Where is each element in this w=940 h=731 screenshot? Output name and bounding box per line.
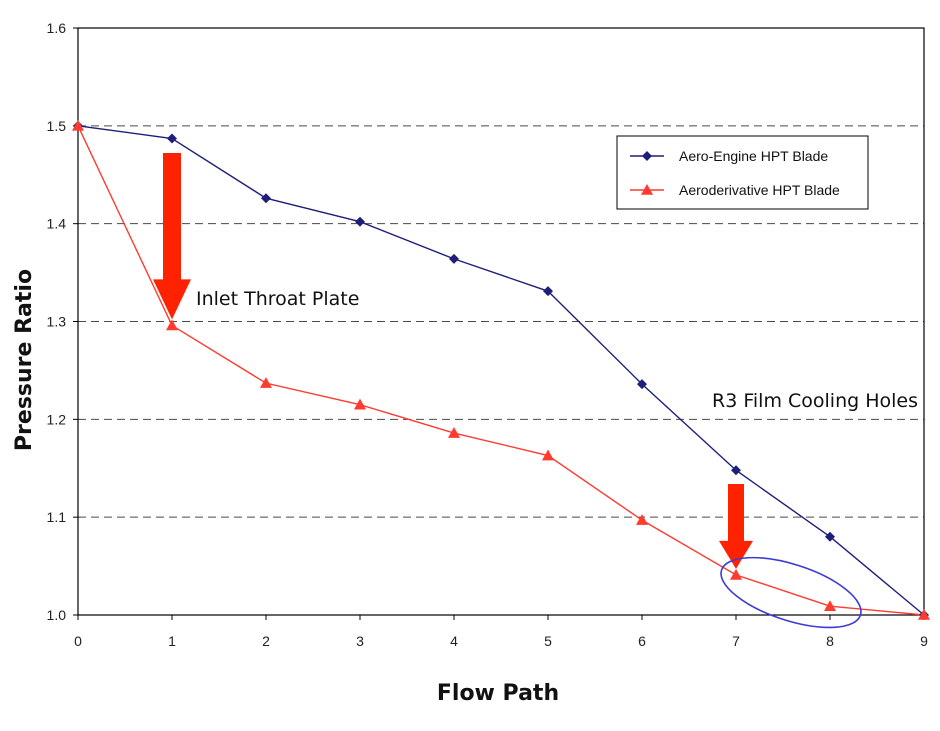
annotation-arrow-inlet-throat-plate bbox=[153, 153, 191, 320]
data-point-0-2 bbox=[261, 193, 271, 204]
annotation-arrow-r3-film-cooling-holes bbox=[719, 484, 753, 569]
series-line-0 bbox=[77, 125, 925, 616]
x-tick-label: 3 bbox=[356, 633, 364, 649]
annotation-r3-film-cooling-holes-text: R3 Film Cooling Holes bbox=[712, 390, 918, 412]
legend-box bbox=[616, 135, 869, 210]
annotation-ellipse-r3-film-cooling-holes bbox=[720, 556, 862, 629]
y-tick-label: 1.6 bbox=[47, 20, 67, 36]
y-tick-label: 1.2 bbox=[47, 411, 67, 427]
data-point-1-0 bbox=[72, 119, 84, 131]
x-axis-title: Flow Path bbox=[437, 681, 559, 706]
legend-symbol-aeroderivative bbox=[630, 184, 664, 195]
x-tick-label: 8 bbox=[826, 633, 834, 649]
x-tick-labels: 0 1 2 3 4 5 6 7 8 9 bbox=[74, 615, 928, 649]
data-point-1-3 bbox=[354, 398, 366, 410]
data-point-0-8 bbox=[825, 531, 835, 542]
data-point-0-7 bbox=[731, 465, 741, 476]
series-line-1 bbox=[77, 125, 925, 616]
grid-lines bbox=[78, 125, 924, 518]
data-point-1-2 bbox=[260, 377, 272, 388]
legend: Aero-Engine HPT Blade Aeroderivative HPT… bbox=[616, 135, 869, 210]
x-tick-label: 1 bbox=[168, 633, 176, 649]
x-tick-label: 5 bbox=[544, 633, 552, 649]
annotations: Inlet Throat Plate R3 Film Cooling Holes bbox=[153, 153, 918, 629]
legend-symbol-aero-engine bbox=[630, 151, 664, 161]
x-tick-label: 2 bbox=[262, 633, 270, 649]
data-point-0-6 bbox=[637, 379, 647, 390]
y-tick-label: 1.3 bbox=[47, 314, 67, 330]
series-lines bbox=[77, 125, 925, 616]
data-point-1-1 bbox=[166, 319, 178, 331]
x-tick-label: 4 bbox=[450, 633, 458, 649]
data-point-1-4 bbox=[448, 427, 460, 438]
y-tick-label: 1.0 bbox=[47, 607, 67, 623]
legend-label-aeroderivative: Aeroderivative HPT Blade bbox=[679, 182, 840, 198]
data-point-0-5 bbox=[543, 286, 553, 297]
annotation-inlet-throat-plate-text: Inlet Throat Plate bbox=[196, 288, 359, 310]
series-markers bbox=[72, 119, 930, 620]
y-tick-label: 1.5 bbox=[47, 118, 67, 134]
legend-marker-aero-engine bbox=[642, 151, 652, 161]
legend-marker-aeroderivative bbox=[641, 184, 653, 195]
y-tick-labels: 1.0 1.1 1.2 1.3 1.4 1.5 1.6 bbox=[47, 20, 78, 623]
data-point-0-3 bbox=[355, 216, 365, 227]
x-tick-label: 6 bbox=[638, 633, 646, 649]
y-axis-title: Pressure Ratio bbox=[12, 269, 37, 451]
data-point-0-4 bbox=[449, 253, 459, 264]
x-tick-label: 0 bbox=[74, 633, 82, 649]
y-tick-label: 1.4 bbox=[47, 216, 67, 232]
data-point-1-5 bbox=[542, 449, 554, 461]
x-tick-label: 7 bbox=[732, 633, 740, 649]
data-point-1-8 bbox=[824, 600, 836, 611]
y-tick-label: 1.1 bbox=[47, 509, 67, 525]
x-tick-label: 9 bbox=[920, 633, 928, 649]
data-point-1-7 bbox=[730, 568, 742, 580]
data-point-1-6 bbox=[636, 514, 648, 525]
legend-label-aero-engine: Aero-Engine HPT Blade bbox=[679, 148, 828, 164]
data-point-1-9 bbox=[918, 609, 930, 620]
data-point-0-1 bbox=[167, 133, 177, 144]
